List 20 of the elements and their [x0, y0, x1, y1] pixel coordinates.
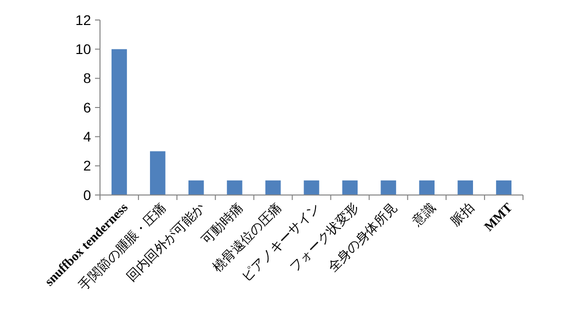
- x-tick-label: 脈拍: [448, 200, 477, 229]
- bar: [304, 180, 320, 195]
- bar: [458, 180, 474, 195]
- bar: [419, 180, 435, 195]
- y-tick-label: 8: [83, 70, 92, 86]
- x-tick-label: 意識: [408, 200, 438, 230]
- bar: [112, 49, 127, 195]
- bar: [342, 180, 358, 195]
- y-tick-label: 12: [75, 12, 92, 28]
- bar: [150, 151, 166, 195]
- y-tick-label: 4: [83, 128, 92, 145]
- y-tick-label: 10: [75, 41, 92, 58]
- bar: [188, 180, 204, 195]
- y-tick-label: 2: [83, 158, 92, 174]
- bar: [380, 180, 396, 195]
- bar: [226, 180, 242, 195]
- bar: [265, 180, 281, 195]
- bar: [496, 180, 512, 195]
- y-tick-label: 0: [83, 186, 92, 203]
- y-tick-label: 6: [83, 99, 92, 116]
